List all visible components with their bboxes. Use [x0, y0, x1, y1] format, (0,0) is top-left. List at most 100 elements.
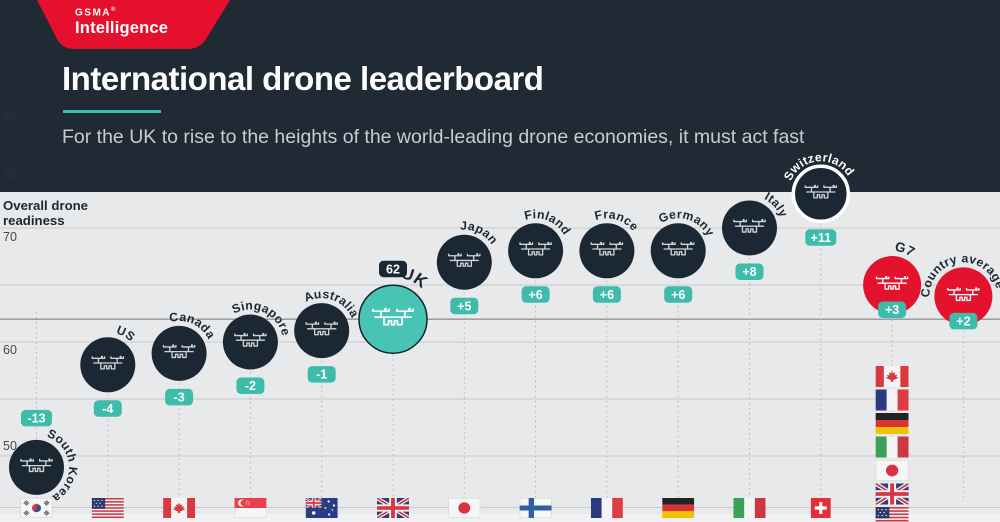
uk-score-badge: 62	[379, 260, 407, 278]
svg-text:-2: -2	[245, 379, 256, 393]
svg-text:+3: +3	[885, 303, 899, 317]
tick-60: 60	[3, 343, 17, 357]
country-circle-g7	[863, 256, 922, 314]
flag-kr	[20, 498, 53, 518]
drone-icon-finland	[519, 241, 552, 256]
country-circle-finland	[508, 223, 564, 279]
country-marker-japan	[436, 234, 492, 290]
country-marker-finland	[508, 223, 564, 279]
drone-icon-germany	[661, 241, 695, 256]
delta-badge-switzerland: +11	[805, 229, 837, 246]
country-label-g7: G7	[894, 239, 918, 260]
subtitle: For the UK to rise to the heights of the…	[62, 126, 805, 148]
drone-icon-switzerland	[804, 184, 838, 199]
tick-70: 70	[3, 230, 17, 244]
drone-icon-country-average	[947, 287, 980, 302]
country-marker-g7	[863, 256, 922, 314]
drone-icon-singapore	[234, 332, 267, 347]
registered-mark: ®	[111, 7, 117, 13]
svg-text:+6: +6	[671, 288, 685, 302]
y-axis-title-line2: readiness	[3, 213, 65, 228]
delta-badge-germany: +6	[664, 286, 693, 303]
country-marker-germany	[650, 223, 706, 279]
svg-text:62: 62	[386, 262, 400, 276]
flag-jp	[448, 498, 481, 518]
drone-icon-g7	[875, 275, 909, 290]
logo-red-shape	[37, 0, 230, 49]
faint-tick-75: 75	[2, 167, 16, 181]
flag-it	[733, 498, 766, 518]
flag-it	[875, 436, 909, 458]
delta-badge-singapore: -2	[236, 377, 265, 394]
delta-badge-italy: +8	[735, 263, 764, 280]
delta-badge-us: -4	[93, 400, 122, 417]
g7-flag-stack	[875, 366, 909, 522]
country-circle-us	[80, 337, 136, 393]
flag-us	[875, 507, 909, 522]
faint-tick-80: 80	[2, 111, 16, 125]
country-marker-australia	[294, 303, 350, 359]
drone-icon-france	[590, 241, 624, 256]
logo-gsma: GSMA	[75, 7, 111, 19]
svg-text:+5: +5	[457, 299, 471, 313]
flag-ca	[875, 366, 909, 387]
flag-au	[305, 498, 338, 518]
svg-text:+2: +2	[956, 314, 970, 328]
country-marker-us	[80, 337, 136, 393]
svg-text:+6: +6	[528, 288, 542, 302]
page-title: International drone leaderboard	[62, 60, 544, 97]
chart-background	[0, 192, 1000, 522]
delta-badge-japan: +5	[450, 297, 479, 315]
country-circle-canada	[151, 325, 207, 381]
svg-text:-1: -1	[316, 368, 327, 382]
flag-ch	[810, 498, 831, 518]
delta-badge-australia: -1	[307, 366, 336, 383]
country-marker-italy	[722, 200, 777, 256]
delta-badge-finland: +6	[521, 286, 550, 303]
gsma-intelligence-logo	[37, 0, 230, 49]
country-circle-south-korea	[9, 439, 64, 495]
delta-badge-south-korea: -13	[21, 409, 52, 427]
country-circle-singapore	[222, 314, 278, 370]
flag-gb	[377, 498, 409, 518]
delta-badge-canada: -3	[165, 388, 194, 406]
y-axis-title-line1: Overall drone	[3, 198, 88, 213]
country-circle-france	[579, 223, 635, 279]
delta-badge-g7: +3	[878, 301, 907, 318]
drone-icon-us	[91, 355, 125, 370]
country-marker-uk	[358, 284, 428, 354]
country-circle-italy	[722, 200, 777, 256]
country-circle-switzerland	[791, 164, 851, 224]
delta-badge-france: +6	[592, 286, 621, 303]
logo-intelligence: Intelligence	[75, 19, 169, 38]
svg-text:+6: +6	[600, 288, 614, 302]
country-circle-japan	[436, 234, 492, 290]
svg-text:-13: -13	[27, 411, 45, 425]
gridlines	[0, 227, 1000, 508]
bottom-strip	[0, 514, 1000, 522]
flag-fr	[875, 389, 909, 411]
svg-text:-4: -4	[102, 402, 113, 416]
flag-sg	[234, 498, 267, 518]
drone-icon-south-korea	[20, 458, 53, 473]
flag-fr	[590, 498, 623, 518]
country-circle-country-average	[934, 267, 993, 326]
country-circle-australia	[294, 303, 350, 359]
flag-de	[662, 498, 695, 518]
svg-text:+8: +8	[742, 265, 756, 279]
flag-fi	[519, 498, 552, 518]
flag-de	[875, 413, 909, 434]
drone-icon-italy	[733, 218, 766, 233]
country-marker-country-average	[934, 267, 993, 326]
svg-text:-3: -3	[174, 390, 185, 404]
flag-us	[91, 498, 124, 518]
drone-icon-australia	[305, 321, 338, 336]
country-marker-switzerland	[791, 164, 851, 224]
country-circle-uk	[358, 284, 428, 354]
tick-50: 50	[3, 439, 17, 453]
country-marker-south-korea	[9, 439, 64, 495]
header-band: GSMA® Intelligence International drone l…	[0, 0, 1000, 192]
